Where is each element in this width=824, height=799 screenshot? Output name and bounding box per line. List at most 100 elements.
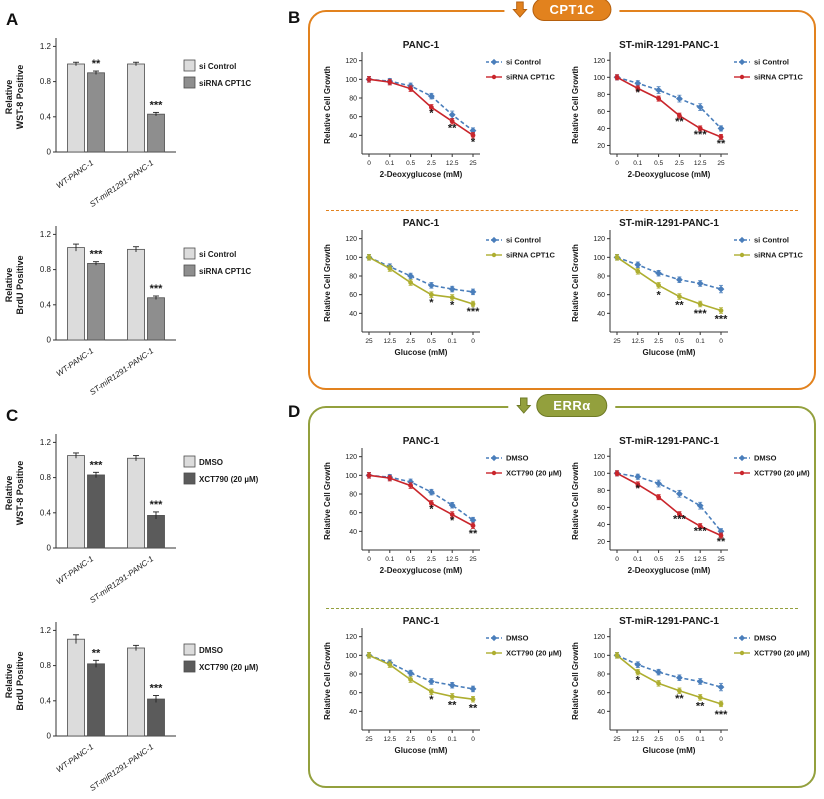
legend-marker — [739, 74, 745, 80]
y-tick-label: 60 — [349, 510, 357, 517]
y-tick-label: 100 — [345, 77, 357, 84]
significance-star: *** — [90, 249, 104, 261]
legend-swatch — [183, 643, 196, 656]
significance-star: ** — [469, 702, 478, 714]
y-tick-label: 100 — [345, 653, 357, 660]
marker-diamond — [634, 261, 642, 269]
x-tick-label: 0.1 — [448, 338, 457, 345]
bar — [87, 663, 105, 737]
x-tick-label: 0.1 — [633, 160, 642, 167]
dashed-separator — [326, 210, 798, 211]
legend-marker — [491, 74, 497, 80]
y-tick-label: 0.8 — [40, 473, 52, 482]
x-tick-label: 0.5 — [654, 160, 663, 167]
y-axis-title: WST-8 Positive — [15, 461, 25, 526]
y-axis-title: Relative Cell Growth — [323, 66, 332, 144]
marker-diamond — [448, 111, 456, 119]
series-line-1 — [368, 256, 474, 305]
x-tick-label: 0.1 — [385, 556, 394, 563]
marker-diamond — [676, 490, 683, 498]
line-chart-D2: 20 40 60 80 100 120 0 0.1 0.5 2.5 12.5 25 2-Deoxyglu… — [571, 436, 810, 575]
bar — [67, 455, 85, 549]
y-tick-label: 60 — [349, 114, 357, 121]
legend-label: XCT790 (20 µM) — [199, 663, 259, 672]
x-tick-label: 2.5 — [654, 736, 663, 743]
significance-star: *** — [694, 129, 708, 141]
marker-circle — [635, 481, 641, 487]
y-tick-label: 120 — [593, 236, 605, 243]
marker-circle — [387, 266, 393, 271]
series-line-0 — [616, 472, 722, 532]
marker-circle — [387, 475, 393, 481]
x-tick-label: 0 — [367, 556, 371, 563]
y-axis-title: BrdU Positive — [15, 651, 25, 710]
legend-marker — [739, 252, 745, 258]
y-tick-label: 100 — [593, 75, 605, 82]
x-tick-label: 0.1 — [696, 736, 705, 743]
marker-circle — [449, 295, 455, 300]
y-tick-label: 80 — [597, 672, 605, 679]
marker-circle — [677, 688, 682, 694]
line-chart-panc1-glucose-xct790: 40 60 80 100 120 25 12.5 2.5 0.5 0.1 0 Glucose (mM)… — [318, 612, 562, 784]
y-tick-label: 80 — [597, 92, 605, 99]
bar-chart-A2: 0 0.4 0.8 1.2 Relative BrdU Positive WT-PANC-1… — [4, 226, 251, 397]
marker-circle — [656, 494, 661, 500]
marker-diamond — [407, 272, 414, 280]
x-tick-label: 2.5 — [654, 338, 663, 345]
legend-marker — [738, 236, 746, 244]
marker-circle — [635, 268, 641, 274]
marker-circle — [429, 689, 434, 695]
chart-title: ST-miR-1291-PANC-1 — [619, 218, 719, 229]
y-axis-title: Relative Cell Growth — [571, 244, 580, 322]
marker-circle — [408, 677, 413, 682]
y-tick-label: 80 — [349, 492, 357, 499]
x-category-label: ST-miR1291-PANC-1 — [88, 158, 155, 209]
series-line-1 — [616, 256, 722, 312]
y-tick-label: 40 — [597, 709, 605, 716]
y-tick-label: 40 — [349, 311, 357, 318]
y-tick-label: 0.4 — [40, 300, 52, 309]
x-tick-label: 25 — [469, 160, 477, 167]
marker-diamond — [428, 281, 435, 289]
dashed-separator — [326, 608, 798, 609]
x-axis-title: Glucose (mM) — [643, 746, 696, 755]
marker-circle — [408, 86, 413, 92]
y-tick-label: 20 — [597, 143, 605, 150]
legend-swatch — [183, 59, 196, 72]
x-tick-label: 12.5 — [631, 736, 644, 743]
line-chart-D4: 40 60 80 100 120 25 12.5 2.5 0.5 0.1 0 Glucose (mM)… — [571, 616, 810, 755]
down-arrow-icon — [516, 397, 532, 414]
marker-circle — [366, 254, 372, 260]
significance-star: * — [636, 87, 641, 99]
marker-circle — [470, 696, 476, 702]
legend-label: si Control — [199, 62, 236, 71]
marker-diamond — [696, 678, 704, 685]
panel-label-b: B — [288, 8, 301, 27]
x-tick-label: 25 — [365, 338, 373, 345]
legend-label: si Control — [754, 58, 789, 67]
x-tick-label: 0.5 — [427, 736, 436, 743]
bar — [127, 248, 145, 341]
y-tick-label: 120 — [593, 58, 605, 65]
significance-star: ** — [92, 58, 101, 70]
line-chart-panc1-2dg-xct790: 40 60 80 100 120 0 0.1 0.5 2.5 12.5 25 2-Deoxygluco… — [318, 432, 562, 604]
x-tick-label: 25 — [613, 338, 621, 345]
marker-circle — [718, 134, 724, 140]
y-tick-label: 40 — [349, 133, 357, 140]
y-tick-label: 120 — [345, 58, 357, 65]
marker-circle — [408, 280, 413, 285]
x-tick-label: 12.5 — [694, 556, 707, 563]
significance-star: * — [636, 483, 641, 495]
bar-chart-C2: 0 0.4 0.8 1.2 Relative BrdU Positive WT-PANC-1… — [4, 622, 259, 793]
legend-marker — [491, 650, 497, 656]
legend-marker — [738, 454, 746, 462]
x-category-label: ST-miR1291-PANC-1 — [88, 742, 155, 793]
x-tick-label: 25 — [717, 556, 725, 563]
marker-diamond — [696, 280, 704, 287]
legend-marker — [490, 58, 498, 66]
bar — [147, 515, 165, 549]
marker-diamond — [469, 516, 477, 524]
significance-star: * — [471, 137, 476, 149]
legend-marker — [490, 454, 498, 462]
y-tick-label: 0.8 — [40, 661, 52, 670]
